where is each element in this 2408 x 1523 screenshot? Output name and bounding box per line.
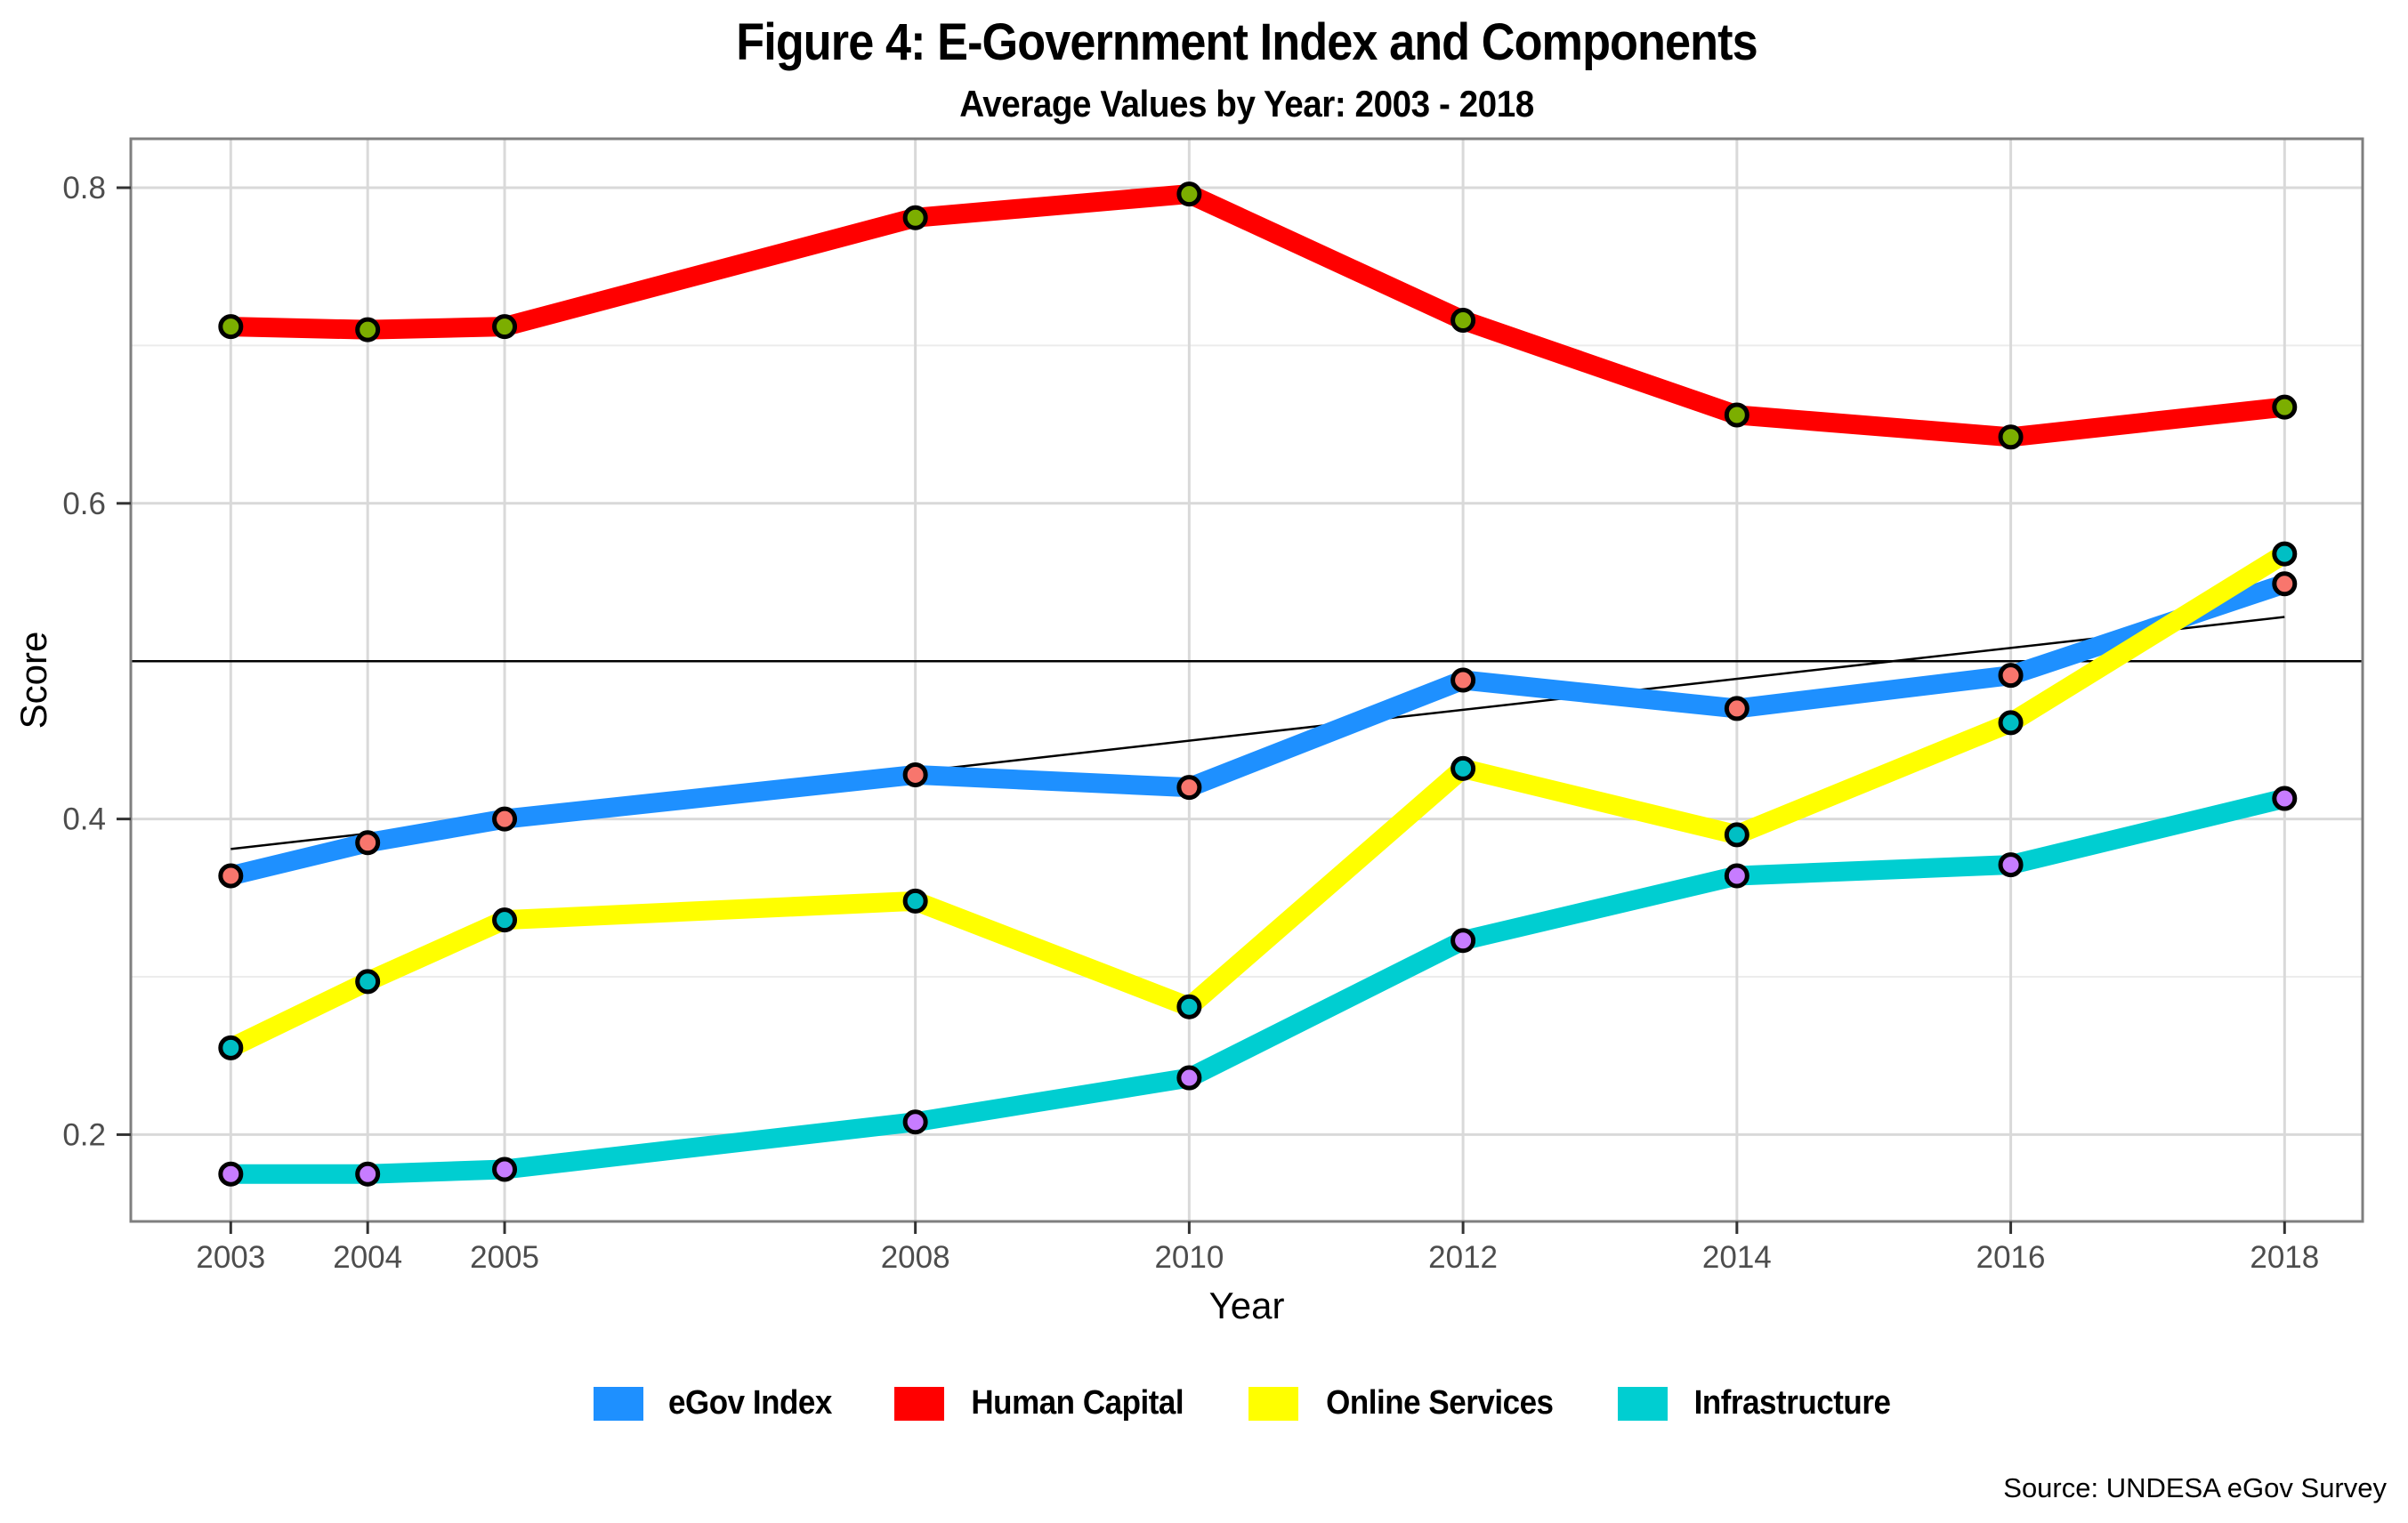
data-point-human-capital-2016 [1998, 424, 2024, 450]
data-point-online-services-2016 [1998, 710, 2024, 736]
data-point-infrastructure-2004 [355, 1161, 381, 1187]
data-point-infrastructure-2018 [2272, 786, 2298, 811]
y-tick-label-0.2: 0.2 [62, 1117, 106, 1152]
data-point-human-capital-2005 [492, 314, 518, 340]
legend: eGov Index Human Capital Online Services… [131, 1384, 2363, 1422]
data-point-online-services-2003 [218, 1035, 244, 1060]
x-tick-label-2003: 2003 [196, 1240, 265, 1275]
y-tick-label-0.8: 0.8 [62, 171, 106, 205]
data-point-online-services-2014 [1724, 822, 1749, 848]
x-tick-label-2008: 2008 [881, 1240, 950, 1275]
data-point-egov-index-2005 [492, 806, 518, 832]
data-point-online-services-2005 [492, 907, 518, 933]
data-point-egov-index-2003 [218, 863, 244, 889]
y-tick-label-0.4: 0.4 [62, 802, 106, 837]
chart-subtitle: Average Values by Year: 2003 - 2018 [959, 83, 1534, 125]
data-point-infrastructure-2010 [1176, 1065, 1202, 1091]
data-point-online-services-2008 [902, 888, 928, 914]
legend-item-online-services: Online Services [1248, 1384, 1564, 1422]
data-point-egov-index-2016 [1998, 663, 2024, 689]
panel-border [129, 137, 2364, 1223]
data-point-online-services-2012 [1450, 755, 1476, 781]
legend-item-human-capital: Human Capital [894, 1384, 1193, 1422]
legend-swatch-infrastructure [1618, 1386, 1669, 1421]
data-point-egov-index-2010 [1176, 775, 1202, 801]
data-point-human-capital-2014 [1724, 402, 1749, 428]
data-point-egov-index-2012 [1450, 667, 1476, 693]
x-tick-label-2014: 2014 [1702, 1240, 1772, 1275]
legend-item-infrastructure: Infrastructure [1618, 1384, 1899, 1422]
data-point-infrastructure-2005 [492, 1156, 518, 1182]
x-tick-label-2010: 2010 [1154, 1240, 1224, 1275]
data-point-human-capital-2010 [1176, 181, 1202, 207]
data-point-infrastructure-2016 [1998, 852, 2024, 878]
data-point-egov-index-2004 [355, 830, 381, 856]
data-point-egov-index-2018 [2272, 571, 2298, 597]
legend-label-online-services: Online Services [1325, 1384, 1554, 1422]
data-point-egov-index-2014 [1724, 696, 1749, 721]
data-point-online-services-2010 [1176, 994, 1202, 1019]
data-point-human-capital-2012 [1450, 308, 1476, 334]
legend-label-human-capital: Human Capital [971, 1384, 1184, 1422]
legend-label-infrastructure: Infrastructure [1694, 1384, 1891, 1422]
data-point-human-capital-2018 [2272, 394, 2298, 420]
x-tick-label-2018: 2018 [2250, 1240, 2319, 1275]
legend-label-egov-index: eGov Index [668, 1384, 833, 1422]
x-tick-label-2016: 2016 [1976, 1240, 2046, 1275]
data-point-online-services-2004 [355, 969, 381, 995]
source-note: Source: UNDESA eGov Survey [2003, 1472, 2387, 1503]
data-point-infrastructure-2003 [218, 1161, 244, 1187]
y-tick-label-0.6: 0.6 [62, 487, 106, 521]
x-tick-label-2012: 2012 [1428, 1240, 1498, 1275]
legend-swatch-egov-index [594, 1386, 644, 1421]
data-point-infrastructure-2008 [902, 1109, 928, 1135]
x-axis-title: Year [1209, 1285, 1285, 1326]
data-point-online-services-2018 [2272, 541, 2298, 567]
legend-item-egov-index: eGov Index [594, 1384, 839, 1422]
x-tick-label-2005: 2005 [470, 1240, 539, 1275]
data-point-human-capital-2004 [355, 317, 381, 342]
legend-swatch-human-capital [894, 1386, 945, 1421]
chart-title: Figure 4: E-Government Index and Compone… [736, 13, 1758, 71]
data-point-human-capital-2003 [218, 314, 244, 340]
data-point-infrastructure-2012 [1450, 928, 1476, 954]
y-axis-title: Score [12, 632, 54, 729]
data-point-human-capital-2008 [902, 205, 928, 230]
data-point-egov-index-2008 [902, 762, 928, 787]
x-tick-label-2004: 2004 [333, 1240, 402, 1275]
legend-swatch-online-services [1248, 1386, 1298, 1421]
data-point-infrastructure-2014 [1724, 863, 1749, 889]
